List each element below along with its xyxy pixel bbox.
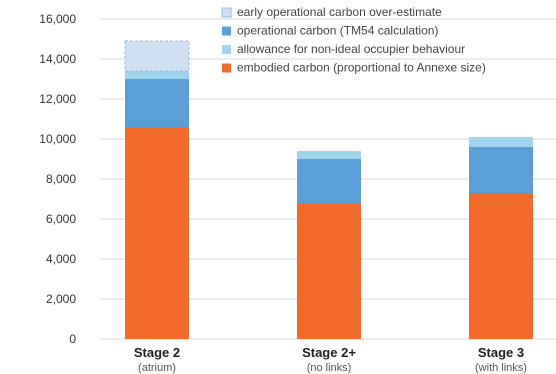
- y-tick-label: 8,000: [46, 172, 76, 186]
- y-tick-label: 10,000: [39, 132, 76, 146]
- legend-swatch: [221, 7, 232, 18]
- x-category-label: Stage 2+: [302, 345, 356, 360]
- bars: [124, 40, 533, 339]
- y-axis-ticks: 0 2,000 4,000 6,000 8,000 10,000 12,000 14,000 1…: [39, 12, 76, 346]
- legend-label: embodied carbon (proportional to Annexe …: [237, 61, 486, 75]
- bar-segment: [297, 151, 361, 159]
- y-tick-label: 16,000: [39, 12, 76, 26]
- x-category-subtitle: (with links): [475, 362, 527, 374]
- x-category-label: Stage 2: [134, 345, 180, 360]
- bar-segment: [297, 159, 361, 203]
- legend-label: operational carbon (TM54 calculation): [237, 24, 438, 38]
- x-category-label: Stage 3: [478, 345, 524, 360]
- y-tick-label: 12,000: [39, 92, 76, 106]
- bar-segment: [125, 71, 189, 79]
- x-category-subtitle: (atrium): [138, 362, 176, 374]
- legend-label: allowance for non-ideal occupier behavio…: [237, 42, 465, 56]
- x-axis-categories: Stage 2 (atrium) Stage 2+ (no links) Stage 3…: [134, 345, 527, 374]
- bar-segment: [297, 203, 361, 339]
- bar-segment: [125, 127, 189, 339]
- bar-segment: [469, 137, 533, 147]
- x-category-subtitle: (no links): [307, 362, 352, 374]
- y-tick-label: 0: [69, 332, 76, 346]
- legend-label: early operational carbon over-estimate: [237, 5, 442, 19]
- y-tick-label: 4,000: [46, 252, 76, 266]
- y-tick-label: 6,000: [46, 212, 76, 226]
- bar-segment: [469, 147, 533, 193]
- y-tick-label: 14,000: [39, 52, 76, 66]
- bar-segment: [125, 79, 189, 127]
- legend-swatch: [222, 26, 231, 36]
- y-tick-label: 2,000: [46, 292, 76, 306]
- legend-swatch: [222, 63, 231, 73]
- legend: early operational carbon over-estimate op…: [221, 5, 486, 75]
- legend-swatch: [222, 45, 231, 54]
- bar-segment: [124, 40, 190, 72]
- bar-segment: [469, 193, 533, 339]
